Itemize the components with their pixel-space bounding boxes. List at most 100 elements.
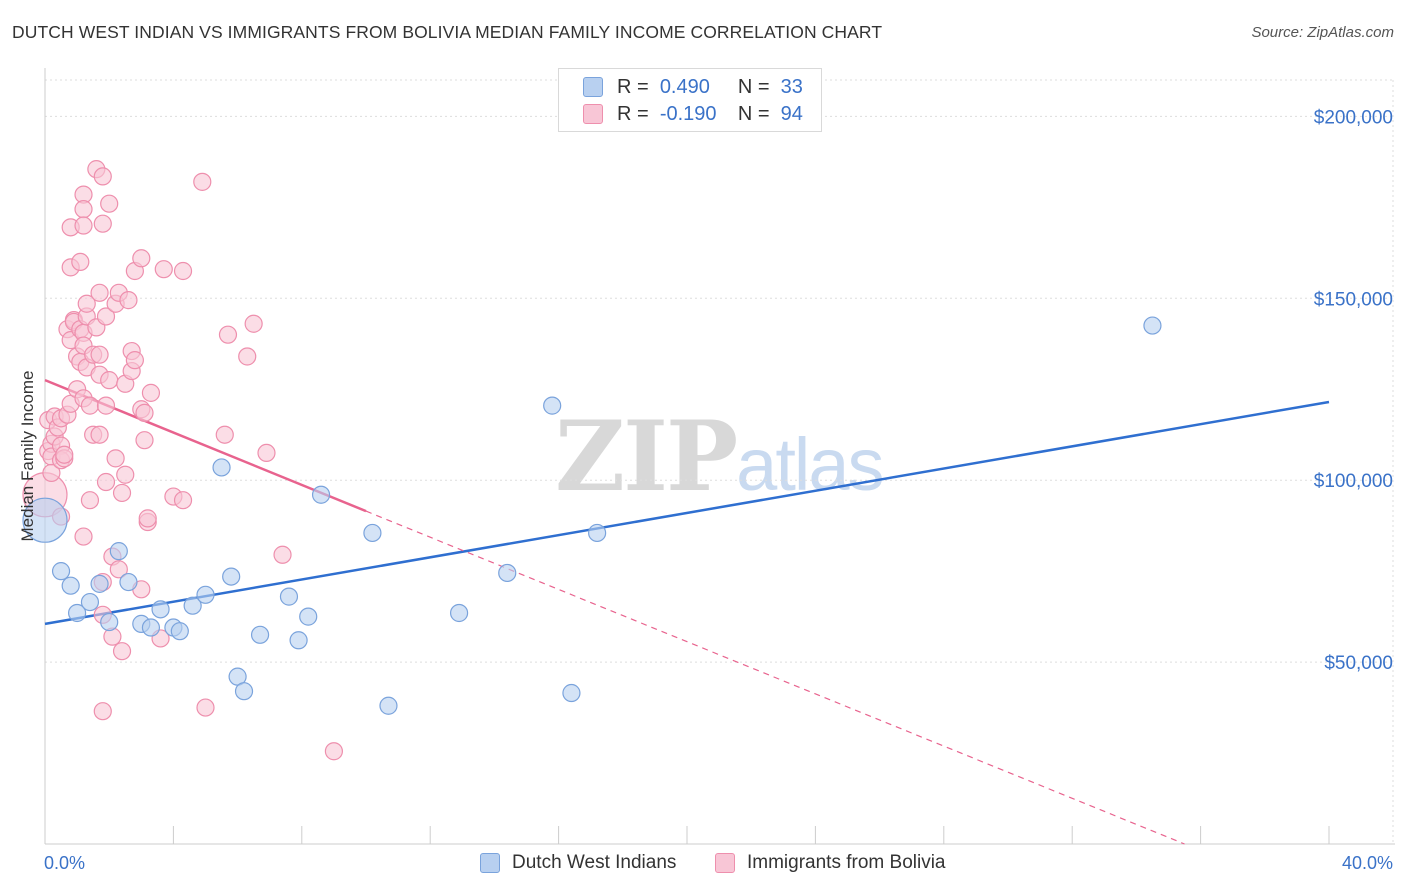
point-dutch-west-indian	[289, 631, 308, 650]
point-dutch-west-indian	[90, 574, 109, 593]
point-bolivia	[106, 449, 125, 468]
point-bolivia	[90, 425, 109, 444]
legend-n-value: 33	[780, 75, 803, 98]
point-dutch-west-indian	[51, 562, 71, 581]
point-dutch-west-indian	[61, 576, 80, 595]
point-bolivia	[77, 294, 96, 313]
point-dutch-west-indian	[183, 596, 202, 615]
point-bolivia	[74, 216, 93, 235]
point-dutch-west-indian	[196, 585, 215, 604]
point-bolivia	[80, 491, 100, 510]
point-bolivia	[238, 347, 257, 366]
point-bolivia	[173, 491, 193, 510]
point-bolivia	[218, 325, 238, 344]
legend-r-label: R =	[617, 102, 649, 125]
watermark-zip: ZIP	[555, 400, 738, 513]
point-dutch-west-indian	[543, 396, 562, 415]
point-bolivia	[193, 172, 212, 191]
point-bolivia	[93, 214, 112, 233]
legend-swatch-pink	[583, 104, 603, 124]
point-dutch-west-indian	[119, 572, 138, 592]
point-dutch-west-indian	[299, 607, 318, 626]
point-dutch-west-indian	[588, 523, 607, 543]
point-bolivia	[141, 383, 161, 402]
point-dutch-west-indian	[80, 592, 100, 612]
point-bolivia	[109, 560, 128, 579]
axis-layer	[44, 68, 1395, 845]
point-bolivia	[55, 445, 74, 464]
point-dutch-west-indian	[250, 625, 270, 644]
point-bolivia	[138, 509, 157, 528]
point-bolivia	[112, 483, 132, 503]
point-bolivia	[173, 261, 193, 281]
series-legend-label: Dutch West Indians	[512, 852, 677, 873]
point-bolivia	[100, 194, 119, 213]
point-bolivia	[96, 396, 116, 415]
point-dutch-west-indian	[170, 622, 189, 641]
series-legend: Dutch West Indians Immigrants from Boliv…	[0, 852, 1406, 878]
point-dutch-west-indian	[100, 612, 119, 632]
legend-r-value: 0.490	[659, 75, 710, 98]
point-dutch-west-indian	[234, 682, 254, 701]
point-bolivia	[324, 742, 343, 761]
correlation-legend: R = 0.490 N = 33 R = -0.190 N = 94	[558, 68, 822, 132]
point-dutch-west-indian	[562, 683, 581, 703]
point-dutch-west-indian	[449, 603, 469, 623]
label-layer: $50,000 $100,000 $150,000 $200,000 0.0% 40.0%…	[18, 107, 1393, 873]
point-bolivia	[100, 371, 119, 390]
point-bolivia	[80, 396, 100, 415]
point-layer	[22, 160, 1162, 761]
point-bolivia	[74, 527, 93, 546]
trend-line-bolivia-extrapolated	[365, 510, 1185, 845]
legend-n-label: N =	[737, 75, 770, 98]
point-bolivia	[74, 200, 93, 219]
point-bolivia	[257, 443, 276, 463]
legend-row-blue: R = 0.490 N = 33	[583, 74, 803, 100]
point-dutch-west-indian	[151, 600, 170, 619]
point-dutch-west-indian	[498, 563, 517, 583]
point-bolivia	[135, 403, 154, 422]
point-bolivia	[96, 307, 116, 326]
point-dutch-west-indian	[141, 618, 161, 637]
point-bolivia	[90, 345, 109, 364]
trend-line-dutch-west-indian	[44, 400, 1330, 626]
x-tick-label-min: 0.0%	[44, 853, 85, 873]
point-bolivia	[215, 425, 234, 444]
legend-swatch-blue	[583, 77, 603, 97]
y-tick-label: $100,000	[1314, 471, 1393, 492]
point-bolivia	[135, 431, 154, 450]
point-bolivia	[93, 167, 112, 186]
trend-line-layer	[44, 378, 1330, 845]
point-bolivia	[132, 249, 151, 268]
point-bolivia	[125, 351, 144, 370]
point-dutch-west-indian	[379, 696, 398, 715]
point-dutch-west-indian	[212, 458, 231, 477]
y-tick-label: $50,000	[1324, 653, 1393, 674]
legend-r-value: -0.190	[659, 102, 717, 125]
point-bolivia	[244, 314, 263, 333]
watermark: ZIPatlas	[555, 400, 884, 513]
point-dutch-west-indian	[1143, 316, 1162, 335]
point-dutch-west-indian	[279, 587, 299, 606]
point-dutch-west-indian	[222, 567, 241, 586]
point-dutch-west-indian	[67, 603, 87, 623]
y-tick-label: $200,000	[1314, 107, 1393, 128]
point-bolivia	[119, 291, 138, 310]
point-bolivia	[273, 545, 292, 564]
legend-r-label: R =	[617, 75, 649, 98]
point-bolivia	[96, 472, 116, 492]
series-swatch-blue	[480, 853, 500, 873]
point-bolivia	[154, 260, 173, 279]
source-label: Source: ZipAtlas.com	[1251, 24, 1394, 41]
series-legend-item-bolivia: Immigrants from Bolivia	[715, 852, 946, 874]
point-dutch-west-indian	[311, 485, 331, 504]
legend-n-label: N =	[737, 102, 770, 125]
series-legend-label: Immigrants from Bolivia	[747, 852, 946, 873]
y-axis-title: Median Family Income	[18, 370, 37, 541]
point-bolivia	[196, 698, 215, 717]
y-tick-label: $150,000	[1314, 289, 1393, 310]
point-bolivia	[71, 252, 90, 272]
series-swatch-pink	[715, 853, 735, 873]
legend-row-pink: R = -0.190 N = 94	[583, 101, 803, 127]
